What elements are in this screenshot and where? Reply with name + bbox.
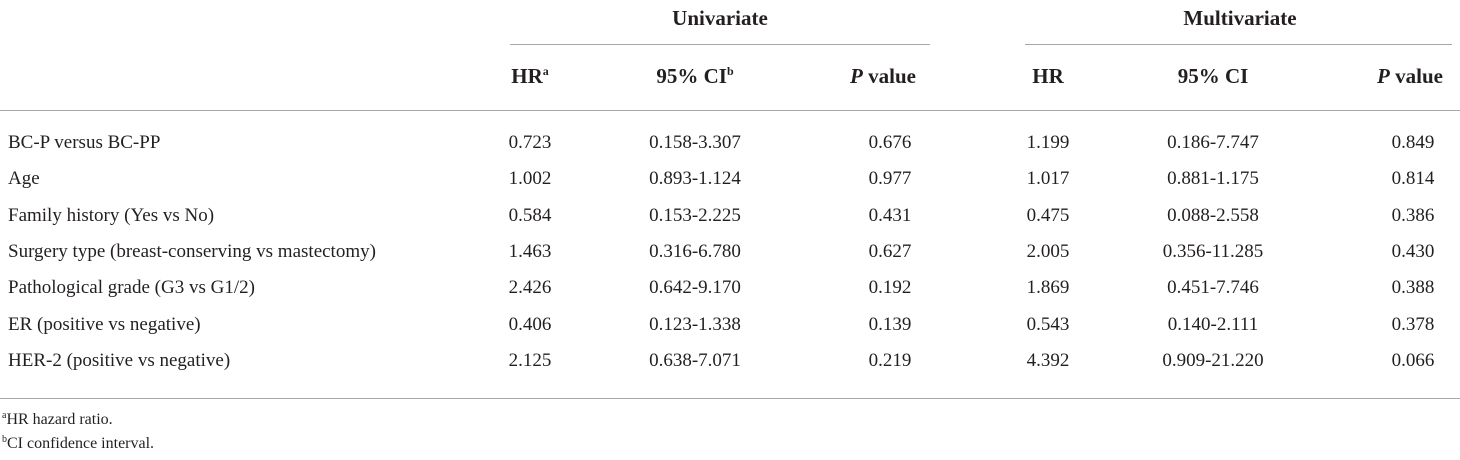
header-text: HR: [1032, 64, 1064, 88]
cell: 0.723: [508, 132, 552, 153]
cell: 0.386: [1391, 204, 1435, 226]
cell: 0.192: [868, 277, 912, 299]
header-rule: [0, 110, 1460, 111]
cell: 0.066: [1391, 349, 1435, 371]
group-rule: [510, 44, 930, 45]
cell: 0.475: [1026, 204, 1070, 226]
column-header: HR: [1032, 64, 1064, 88]
footnote-text: HR hazard ratio.: [6, 411, 113, 428]
cell: 0.123-1.338: [649, 313, 741, 335]
cell: 0.378: [1391, 313, 1435, 335]
row-label: BC-P versus BC-PP: [8, 132, 161, 153]
cell: 0.642-9.170: [649, 277, 741, 299]
cell: 4.392: [1026, 349, 1070, 371]
header-text: 95% CI: [1177, 64, 1249, 88]
cell: 0.088-2.558: [1167, 204, 1259, 226]
cell: 2.125: [508, 349, 552, 371]
cell: 0.430: [1391, 240, 1435, 262]
cell: 0.909-21.220: [1162, 349, 1264, 371]
header-text: HR: [511, 64, 543, 88]
cell: 0.881-1.175: [1167, 168, 1259, 190]
row-label: ER (positive vs negative): [8, 313, 201, 335]
footnote: aHR hazard ratio.: [2, 408, 113, 432]
cell: 0.186-7.747: [1167, 132, 1259, 153]
cell: 0.451-7.746: [1167, 277, 1259, 299]
column-header: 95% CI: [1178, 64, 1249, 88]
bottom-rule: [0, 398, 1460, 399]
cell: 0.406: [508, 313, 552, 335]
header-sup: b: [726, 64, 734, 78]
cell: 0.543: [1026, 313, 1070, 335]
cell: 0.977: [868, 168, 912, 190]
group-header: Univariate: [672, 6, 768, 30]
cell: 0.893-1.124: [649, 168, 741, 190]
column-header: P value: [1377, 64, 1443, 88]
group-header: Multivariate: [1183, 6, 1297, 30]
row-label: Family history (Yes vs No): [8, 204, 215, 226]
cell: 0.153-2.225: [649, 204, 741, 226]
cell: 0.627: [868, 240, 912, 262]
cell: 0.814: [1391, 168, 1435, 190]
group-rule: [1025, 44, 1452, 45]
cell: 2.426: [508, 277, 552, 299]
cell: 0.676: [868, 132, 912, 153]
header-text: value: [1395, 64, 1443, 88]
row-label: HER-2 (positive vs negative): [8, 349, 231, 371]
footnote-sup: a: [2, 410, 7, 421]
cell: 0.219: [868, 349, 912, 371]
cell: 1.463: [508, 240, 552, 262]
header-text: 95% CI: [656, 64, 727, 88]
cell: 0.431: [868, 204, 912, 226]
cell: 1.869: [1026, 277, 1070, 299]
cell: 1.002: [508, 168, 552, 190]
cell: 0.356-11.285: [1162, 240, 1264, 262]
cell: 0.139: [868, 313, 912, 335]
cell: 0.140-2.111: [1167, 313, 1259, 335]
cell: 2.005: [1026, 240, 1070, 262]
cell: 1.199: [1026, 132, 1070, 153]
header-italic: P: [850, 64, 863, 88]
cell: 0.316-6.780: [649, 240, 741, 262]
header-sup: a: [542, 64, 549, 78]
footnote: bCI confidence interval.: [2, 432, 154, 456]
column-header: 95% CIb: [656, 64, 733, 88]
footnote-text: CI confidence interval.: [7, 435, 155, 452]
cell: 0.584: [508, 204, 552, 226]
cell: 0.388: [1391, 277, 1435, 299]
cell: 0.849: [1391, 132, 1435, 153]
column-header: P value: [850, 64, 916, 88]
footnote-sup: b: [2, 434, 7, 445]
row-label: Surgery type (breast-conserving vs maste…: [8, 240, 376, 262]
column-header: HRa: [511, 64, 549, 88]
row-label: Age: [8, 168, 40, 190]
header-italic: P: [1377, 64, 1390, 88]
cell: 0.158-3.307: [649, 132, 741, 153]
cell: 1.017: [1026, 168, 1070, 190]
row-label: Pathological grade (G3 vs G1/2): [8, 277, 255, 299]
cell: 0.638-7.071: [649, 349, 741, 371]
header-text: value: [868, 64, 916, 88]
